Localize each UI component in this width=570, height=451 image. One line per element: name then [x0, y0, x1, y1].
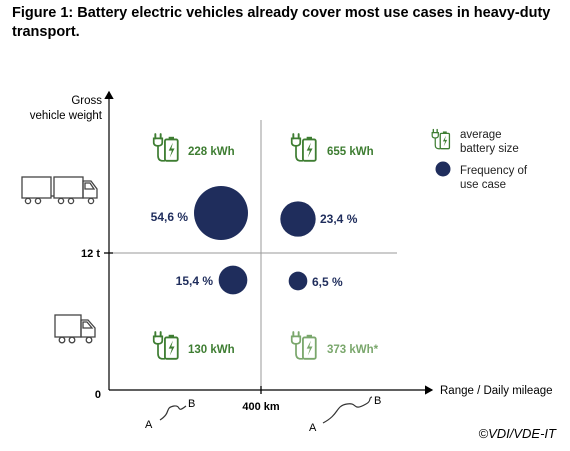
battery-icon-heavy-long [290, 132, 317, 163]
frequency-label-heavy-short: 54,6 % [151, 210, 189, 224]
figure-title: Figure 1: Battery electric vehicles alre… [12, 5, 551, 40]
legend-frequency-line2: use case [460, 179, 506, 191]
frequency-label-heavy-long: 23,4 % [320, 212, 358, 226]
route-mark-short-to: B [188, 398, 195, 410]
battery-label-light-short: 130 kWh [188, 344, 235, 356]
legend-frequency-dot [435, 161, 451, 177]
route-mark-short-from: A [145, 419, 153, 431]
frequency-bubble-heavy-short [194, 186, 248, 240]
legend-frequency-line1: Frequency of [460, 165, 528, 177]
frequency-bubble-heavy-long [280, 201, 316, 237]
frequency-bubble-light-short [218, 265, 248, 295]
legend-battery-line2: battery size [460, 143, 519, 155]
x-axis-label: Range / Daily mileage [440, 385, 553, 397]
route-mark-long: A B [309, 395, 381, 434]
route-mark-long-to: B [374, 395, 381, 407]
frequency-label-light-long: 6,5 % [312, 275, 343, 289]
legend: average battery size Frequency of use ca… [431, 128, 528, 191]
origin-label: 0 [95, 389, 101, 401]
battery-label-light-long: 373 kWh* [327, 344, 379, 356]
heavy-truck-with-trailer-icon [21, 176, 98, 205]
battery-icon-heavy-short [152, 132, 179, 163]
legend-battery-line1: average [460, 129, 502, 141]
y-threshold-label: 12 t [81, 248, 100, 260]
legend-battery-icon [431, 128, 451, 150]
route-mark-long-from: A [309, 422, 317, 434]
copyright-credit: ©VDI/VDE-IT [478, 426, 556, 441]
y-axis-label-line2: vehicle weight [30, 110, 103, 122]
frequency-label-light-short: 15,4 % [176, 274, 214, 288]
route-mark-short: A B [145, 398, 195, 431]
y-axis-label-line1: Gross [71, 95, 102, 107]
frequency-bubble-light-long [288, 271, 308, 291]
battery-icon-light-short [152, 330, 179, 361]
battery-icon-light-long [290, 330, 317, 361]
light-truck-icon [54, 314, 96, 344]
x-threshold-label: 400 km [242, 401, 280, 413]
battery-label-heavy-long: 655 kWh [327, 146, 374, 158]
battery-label-heavy-short: 228 kWh [188, 146, 235, 158]
